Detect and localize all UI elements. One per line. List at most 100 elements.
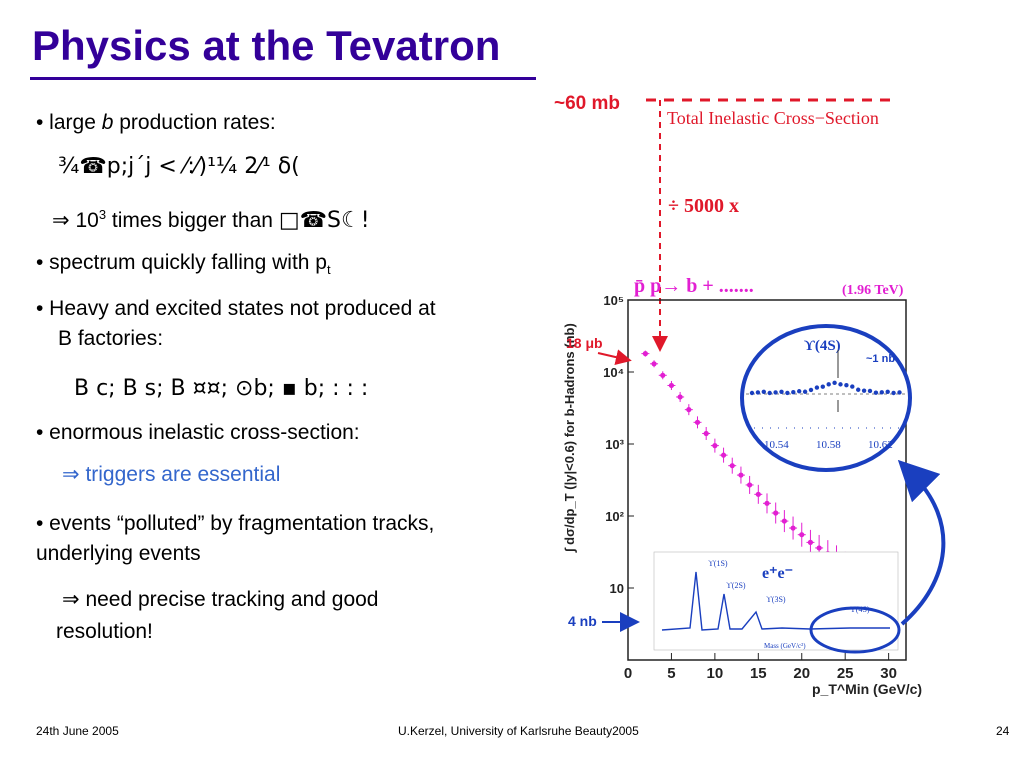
data-point xyxy=(747,482,753,488)
data-point xyxy=(773,510,779,516)
bullet-spectrum-text: • spectrum quickly falling with p xyxy=(36,251,327,274)
y-tick-label: 10⁴ xyxy=(603,365,624,380)
inset-point xyxy=(808,387,814,393)
y-axis-label: ∫ dσ/dp_T (|y|<0.6) for b-Hadrons (nb) xyxy=(562,323,577,553)
inset-point xyxy=(820,384,825,389)
inset-point xyxy=(761,389,766,394)
inset-tick-1: 10.54 xyxy=(764,439,789,451)
bullet-b-production-post: production rates: xyxy=(113,111,276,134)
inset-point xyxy=(844,383,849,388)
inset-point xyxy=(791,389,796,395)
label-divide: ÷ 5000 x xyxy=(668,195,739,217)
x-tick-label: 20 xyxy=(793,665,810,682)
bullet-heavy-states-line1: • Heavy and excited states not produced … xyxy=(36,297,436,320)
inset-point xyxy=(749,390,755,396)
inset-point xyxy=(885,389,890,394)
bullet-b-production-b: b xyxy=(101,111,114,134)
pt-subscript: t xyxy=(326,262,331,278)
bullet-inelastic: • enormous inelastic cross-section: xyxy=(36,421,360,444)
exponent: 3 xyxy=(98,207,107,222)
inset-point xyxy=(797,389,802,394)
upsilon-line xyxy=(661,571,890,631)
data-point xyxy=(642,351,648,357)
bullet-1000-times: ⇒ 103 times bigger than □☎S☾! xyxy=(52,202,370,234)
data-point xyxy=(712,443,718,449)
inset-point xyxy=(891,390,896,396)
implies-arrow: ⇒ xyxy=(62,463,80,486)
bullet-events-line2: underlying events xyxy=(36,542,201,565)
data-point xyxy=(764,500,770,506)
curved-arrow xyxy=(897,459,946,626)
data-point xyxy=(694,419,701,425)
implies-arrow: ⇒ xyxy=(52,209,70,232)
x-tick-label: 30 xyxy=(880,665,897,682)
data-point xyxy=(677,394,683,400)
label-y3s: ϒ(3S) xyxy=(766,595,786,604)
data-point xyxy=(720,452,727,458)
inset-point xyxy=(838,382,843,387)
inset-point xyxy=(767,390,772,396)
x-axis-label: p_T^Min (GeV/c) xyxy=(812,681,922,697)
x-axis-ticks: 0 5 10 15 20 25 30 xyxy=(624,653,897,682)
heavy-states-formula: B c; B s; B ¤¤; ⊙b; ▪ b; : : : xyxy=(74,376,369,401)
inset-tick-2: 10.58 xyxy=(816,439,841,451)
data-point xyxy=(816,545,822,551)
bullet-heavy-states-line2: B factories: xyxy=(58,327,164,350)
data-point xyxy=(755,491,761,497)
inset-point xyxy=(802,389,808,394)
inset-point xyxy=(861,388,867,393)
inset-title: ϒ(4S) xyxy=(804,338,841,354)
small-circle xyxy=(809,606,901,654)
label-y2s: ϒ(2S) xyxy=(726,581,746,590)
bullet-tracking-text: need precise tracking and good xyxy=(79,588,379,611)
bullet-spectrum: • spectrum quickly falling with pt xyxy=(36,250,331,283)
y-axis-ticks: 10 10² 10³ 10⁴ 10⁵ xyxy=(603,293,634,596)
y-tick-label: 10³ xyxy=(605,437,624,452)
inset-point xyxy=(897,390,902,395)
footer-date: 24th June 2005 xyxy=(36,724,119,738)
inset-point xyxy=(826,382,831,387)
bullet-b-production-pre: • large xyxy=(36,111,102,134)
inset-point xyxy=(779,389,784,394)
inset-point xyxy=(785,390,790,396)
bullet-1000-b: times bigger than xyxy=(106,209,279,232)
label-60mb: ~60 mb xyxy=(554,93,620,114)
data-point xyxy=(738,472,744,478)
label-4nb: 4 nb xyxy=(568,613,597,629)
upsilon-spectrum-inset: ϒ(1S) ϒ(2S) ϒ(3S) ϒ(4S) Mass (GeV/c²) e⁺… xyxy=(653,551,901,654)
label-ee: e⁺e⁻ xyxy=(762,565,793,582)
footer-page-number: 24 xyxy=(996,724,1010,738)
label-total-inelastic: Total Inelastic Cross−Section xyxy=(667,108,879,128)
slide-title: Physics at the Tevatron xyxy=(32,22,501,69)
data-point xyxy=(799,532,805,538)
inset-point xyxy=(867,388,873,394)
inset-1nb-label: ~1 nb xyxy=(866,353,895,365)
x-tick-label: 10 xyxy=(707,665,724,682)
arrow-18ub xyxy=(597,349,632,365)
inset-point xyxy=(856,387,861,392)
label-process: p̄ p→ b + ....... xyxy=(634,275,754,297)
inset-points xyxy=(749,380,902,396)
data-point xyxy=(703,430,709,437)
x-tick-label: 25 xyxy=(837,665,854,682)
title-underline xyxy=(30,77,536,80)
bullet-tracking-line2: resolution! xyxy=(56,620,153,643)
data-point xyxy=(651,361,657,367)
inset-point xyxy=(814,385,820,390)
cross-section-formula: ¾☎p;j´j < ⁄:⁄)¹¼ 2⁄¹ δ( xyxy=(58,154,300,179)
data-point xyxy=(660,372,666,378)
bullet-1000-tail: □☎S☾! xyxy=(278,208,370,233)
data-point xyxy=(807,539,814,545)
data-point xyxy=(668,382,675,389)
inset-tick-3: 10.62 xyxy=(868,439,893,451)
inset-point xyxy=(755,390,761,395)
label-18ub: 18 μb xyxy=(566,335,603,351)
inset-point xyxy=(873,390,879,395)
zoom-circle xyxy=(740,324,912,472)
x-tick-label: 5 xyxy=(667,665,675,682)
inset-point xyxy=(850,384,855,389)
label-y1s: ϒ(1S) xyxy=(708,559,728,568)
inset-point xyxy=(773,390,778,395)
inset-point xyxy=(879,390,884,395)
small-xlabel: Mass (GeV/c²) xyxy=(764,642,806,650)
